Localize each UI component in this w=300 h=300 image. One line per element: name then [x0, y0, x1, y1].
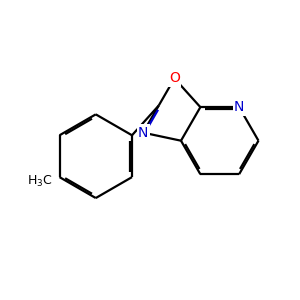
- Text: O: O: [169, 71, 180, 85]
- Text: N: N: [138, 126, 148, 140]
- Text: N: N: [234, 100, 244, 114]
- Text: H$_3$C: H$_3$C: [27, 173, 53, 188]
